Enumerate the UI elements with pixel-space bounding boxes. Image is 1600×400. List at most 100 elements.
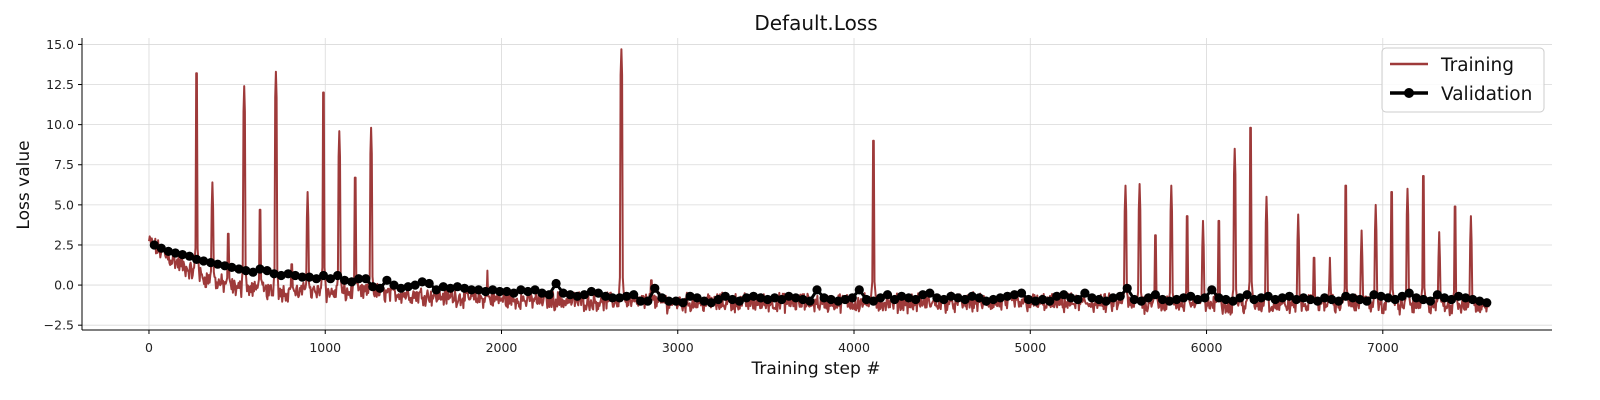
y-tick-label: 2.5	[54, 237, 74, 252]
validation-point	[1066, 293, 1076, 303]
validation-point	[347, 277, 357, 287]
validation-point	[897, 291, 907, 301]
validation-point	[1179, 293, 1189, 303]
validation-point	[297, 272, 307, 282]
validation-point	[466, 285, 477, 295]
validation-point	[1207, 285, 1217, 295]
validation-point	[311, 274, 321, 284]
validation-point	[1298, 293, 1309, 303]
validation-point	[262, 266, 272, 276]
validation-point	[1383, 293, 1393, 303]
validation-point	[523, 286, 533, 297]
validation-point	[1129, 294, 1139, 305]
validation-point	[607, 293, 618, 303]
validation-point	[304, 272, 314, 282]
x-tick-label: 5000	[1014, 340, 1046, 355]
validation-point	[946, 291, 956, 301]
validation-point	[1432, 290, 1442, 300]
validation-point	[967, 291, 977, 301]
validation-point	[579, 290, 589, 300]
validation-point	[544, 290, 554, 300]
validation-point	[643, 296, 653, 306]
validation-point	[192, 254, 202, 264]
validation-point	[1439, 293, 1450, 303]
validation-point	[1397, 291, 1407, 301]
validation-point	[939, 294, 949, 305]
validation-point	[1136, 296, 1146, 306]
validation-point	[636, 296, 646, 306]
validation-point	[1249, 294, 1259, 305]
validation-point	[424, 278, 434, 289]
validation-point	[403, 282, 413, 292]
validation-point	[586, 286, 597, 297]
validation-point	[868, 296, 879, 306]
validation-point	[1016, 288, 1027, 298]
validation-point	[833, 296, 843, 306]
validation-point	[1468, 294, 1478, 305]
validation-point	[798, 294, 808, 305]
validation-point	[671, 296, 681, 306]
validation-point	[706, 298, 716, 308]
validation-point	[1376, 291, 1386, 301]
validation-point	[1023, 294, 1034, 305]
training-series	[148, 48, 1490, 317]
validation-point	[995, 293, 1005, 303]
validation-point	[1284, 291, 1294, 301]
validation-point	[417, 277, 427, 287]
validation-point	[875, 293, 886, 303]
validation-point	[199, 256, 209, 266]
validation-point	[234, 264, 244, 274]
legend-training-label: Training	[1440, 55, 1514, 76]
validation-point	[960, 294, 970, 305]
validation-point	[1305, 294, 1316, 305]
validation-point	[163, 246, 173, 256]
validation-point	[1214, 293, 1224, 303]
validation-point	[784, 291, 794, 301]
validation-point	[1101, 296, 1111, 306]
validation-point	[720, 291, 730, 301]
plot-area	[148, 48, 1492, 317]
validation-point	[657, 293, 667, 303]
validation-point	[1193, 294, 1203, 305]
validation-point	[318, 270, 329, 281]
validation-point	[537, 288, 547, 298]
y-tick-label: 10.0	[46, 117, 74, 132]
validation-point	[727, 294, 738, 305]
x-tick-label: 3000	[662, 340, 694, 355]
validation-point	[1425, 296, 1435, 306]
validation-point	[156, 243, 166, 253]
legend-validation-label: Validation	[1441, 84, 1532, 105]
validation-point	[1404, 288, 1414, 298]
validation-point	[1263, 291, 1273, 301]
validation-point	[283, 269, 293, 279]
validation-point	[438, 282, 448, 292]
validation-point	[227, 262, 237, 272]
validation-point	[1143, 293, 1153, 303]
validation-point	[495, 286, 505, 297]
validation-point	[1390, 294, 1400, 305]
validation-point	[1080, 288, 1090, 298]
validation-point	[368, 282, 378, 292]
validation-point	[333, 270, 343, 281]
validation-point	[629, 290, 639, 300]
validation-point	[1475, 296, 1485, 306]
y-axis-label: Loss value	[14, 140, 34, 229]
validation-point	[981, 296, 991, 306]
validation-point	[770, 293, 780, 303]
validation-point	[805, 296, 815, 306]
validation-point	[974, 293, 984, 303]
validation-point	[1186, 291, 1196, 301]
validation-point	[276, 270, 286, 281]
x-tick-label: 6000	[1191, 340, 1223, 355]
validation-point	[1087, 293, 1097, 303]
validation-point	[1073, 294, 1083, 305]
validation-point	[509, 288, 519, 298]
validation-point	[255, 264, 265, 274]
validation-point	[474, 285, 484, 295]
validation-point	[650, 283, 660, 293]
validation-point	[600, 291, 611, 301]
y-tick-label: 12.5	[46, 77, 74, 92]
validation-point	[699, 296, 709, 306]
validation-point	[396, 283, 406, 293]
validation-point	[615, 293, 625, 303]
